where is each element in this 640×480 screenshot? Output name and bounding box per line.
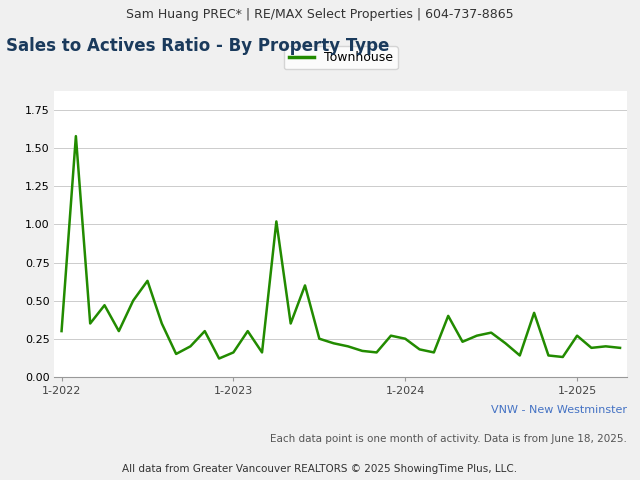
Text: All data from Greater Vancouver REALTORS © 2025 ShowingTime Plus, LLC.: All data from Greater Vancouver REALTORS… xyxy=(122,464,518,474)
Text: VNW - New Westminster: VNW - New Westminster xyxy=(492,405,627,415)
Text: Sam Huang PREC* | RE/MAX Select Properties | 604-737-8865: Sam Huang PREC* | RE/MAX Select Properti… xyxy=(126,8,514,22)
Legend: Townhouse: Townhouse xyxy=(284,46,398,69)
Text: Sales to Actives Ratio - By Property Type: Sales to Actives Ratio - By Property Typ… xyxy=(6,37,390,55)
Text: Each data point is one month of activity. Data is from June 18, 2025.: Each data point is one month of activity… xyxy=(270,434,627,444)
